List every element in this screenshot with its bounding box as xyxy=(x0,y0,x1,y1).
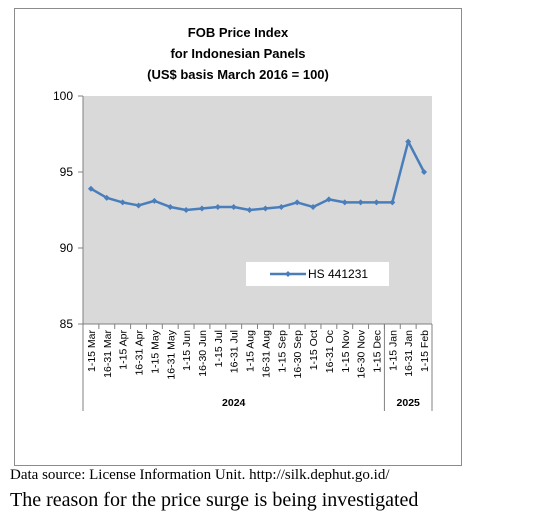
data-point xyxy=(151,197,158,204)
x-tick-label: 1-15 Mar xyxy=(86,329,98,372)
data-point xyxy=(325,196,332,203)
x-tick-label: 16-31 May xyxy=(165,329,177,379)
chart-subtitle-basis: (US$ basis March 2016 = 100) xyxy=(147,67,329,82)
x-tick-label: 1-15 Oct xyxy=(308,330,320,370)
data-source-text: Data source: License Information Unit. h… xyxy=(10,467,390,483)
x-tick-label: 16-31 Mar xyxy=(102,330,114,378)
x-tick-label: 1-15 Jul xyxy=(213,330,225,367)
group-label: 2024 xyxy=(222,397,246,409)
legend-label: HS 441231 xyxy=(308,267,368,281)
y-tick-label: 95 xyxy=(60,165,74,179)
data-point xyxy=(389,199,396,206)
legend-box xyxy=(246,262,389,286)
group-label: 2025 xyxy=(397,397,421,409)
x-tick-label: 16-31 Jul xyxy=(229,330,241,373)
series-line xyxy=(90,140,426,212)
x-tick-label: 1-15 Feb xyxy=(419,330,431,372)
data-point xyxy=(421,169,428,175)
data-point xyxy=(262,205,269,212)
data-point xyxy=(310,203,317,210)
data-point xyxy=(278,203,285,210)
data-point xyxy=(119,199,126,206)
x-tick-label: 16-31 Apr xyxy=(134,330,146,376)
x-tick-label: 16-30 Nov xyxy=(356,329,368,378)
data-point xyxy=(103,194,110,201)
data-point xyxy=(373,199,380,206)
data-point xyxy=(294,199,301,206)
data-point xyxy=(341,199,348,206)
data-point xyxy=(198,205,205,212)
x-tick-label: 1-15 Dec xyxy=(371,330,383,373)
data-point xyxy=(87,185,94,192)
y-tick-label: 90 xyxy=(60,241,74,255)
data-point xyxy=(135,202,142,209)
data-point xyxy=(246,207,253,213)
data-point xyxy=(357,199,364,206)
x-tick-label: 1-15 Aug xyxy=(245,330,257,372)
y-tick-label: 85 xyxy=(60,317,74,331)
x-tick-label: 16-31 Oc xyxy=(324,330,336,373)
x-tick-label: 16-31 Aug xyxy=(260,330,272,378)
x-tick-label: 1-15 May xyxy=(149,329,161,374)
x-tick-label: 1-15 Sep xyxy=(276,330,288,373)
footnote-text: The reason for the price surge is being … xyxy=(10,489,419,511)
data-point xyxy=(167,203,174,210)
legend-marker xyxy=(285,271,291,277)
chart-subtitle: for Indonesian Panels xyxy=(170,46,306,61)
x-tick-label: 16-31 Jan xyxy=(403,330,415,377)
x-tick-label: 1-15 Nov xyxy=(340,329,352,372)
x-tick-label: 16-30 Jun xyxy=(197,330,209,377)
y-tick-label: 100 xyxy=(53,89,73,103)
x-tick-label: 1-15 Jan xyxy=(387,330,399,371)
data-point xyxy=(230,203,237,210)
x-tick-label: 1-15 Apr xyxy=(118,330,130,370)
x-tick-label: 1-15 Jun xyxy=(181,330,193,371)
chart-title: FOB Price Index xyxy=(187,25,289,40)
data-point xyxy=(183,207,190,213)
chart-title-block: FOB Price Index for Indonesian Panels (U… xyxy=(14,22,462,85)
data-point xyxy=(405,138,412,145)
x-tick-label: 16-30 Sep xyxy=(292,330,304,379)
data-point xyxy=(214,203,221,210)
